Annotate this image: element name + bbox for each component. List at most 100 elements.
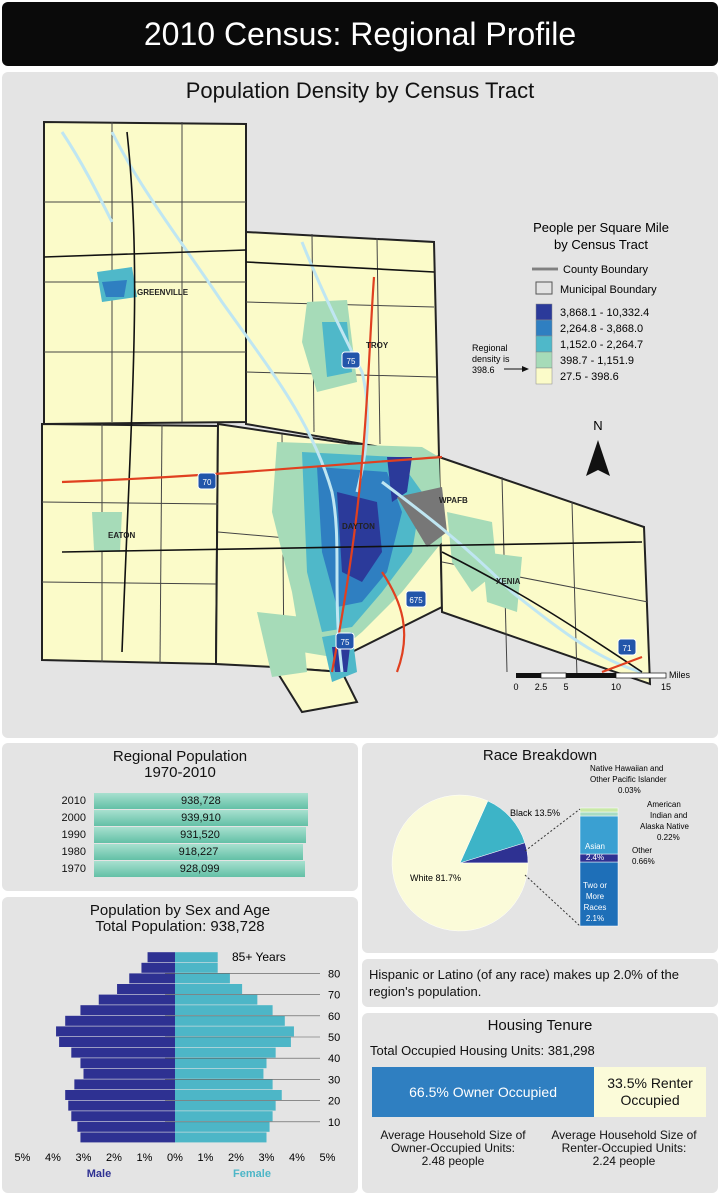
female-bar-55-59 <box>175 1015 285 1026</box>
north-arrow-icon: N <box>586 418 610 476</box>
black-label: Black 13.5% <box>510 808 560 818</box>
rivers <box>60 131 643 674</box>
male-bar-20-24 <box>65 1090 175 1100</box>
place-greenville: GREENVILLE <box>137 288 189 297</box>
svg-text:Other: Other <box>632 846 652 855</box>
svg-text:People per Square Mile: People per Square Mile <box>533 220 669 235</box>
connector-top <box>524 808 581 852</box>
race-breakdown-bar <box>579 807 619 927</box>
shield-75-north: 75 <box>341 351 361 369</box>
svg-text:Indian and: Indian and <box>650 811 687 820</box>
male-bar-10-14 <box>71 1111 175 1122</box>
regional-population-title: Regional Population <box>112 748 248 765</box>
map-panel: GREENVILLE TROY DAYTON WPAFB EATON XENIA… <box>2 72 718 738</box>
shield-75-south: 75 <box>335 632 355 650</box>
svg-text:Regional: Regional <box>472 343 508 353</box>
population-year: 2000 <box>61 812 86 824</box>
age-tick-40: 40 <box>328 1053 340 1065</box>
legend-swatch-4 <box>535 367 553 385</box>
top-age-label: 85+ Years <box>232 950 286 964</box>
owner-occupied-label: 66.5% Owner Occupied <box>409 1084 557 1100</box>
population-value: 939,910 <box>181 812 221 824</box>
legend-label-2: 1,152.0 - 2,264.7 <box>560 339 643 351</box>
legend-label-4: 27.5 - 398.6 <box>560 371 619 383</box>
x-tick: 2% <box>106 1152 122 1164</box>
svg-text:by Census Tract: by Census Tract <box>554 237 648 252</box>
male-bar-55-59 <box>65 1015 175 1026</box>
housing-panel: Housing Tenure Total Occupied Housing Un… <box>362 1013 718 1193</box>
owner-occupied-bar: 66.5% Owner Occupied <box>372 1067 595 1117</box>
age-tick-50: 50 <box>328 1032 340 1044</box>
male-bar-80-84 <box>141 962 175 973</box>
sex-age-title: Population by Sex and Age <box>89 902 271 919</box>
housing-title: Housing Tenure <box>487 1017 593 1034</box>
shield-71: 71 <box>617 638 637 656</box>
legend-swatch-0 <box>535 303 553 321</box>
legend-label-1: 2,264.8 - 3,868.0 <box>560 323 643 335</box>
population-year: 2010 <box>61 795 86 807</box>
regional-population-panel: Regional Population 1970-2010 2010 938,72… <box>2 743 358 891</box>
sex-age-panel: Population by Sex and Age Total Populati… <box>2 897 358 1193</box>
male-bar-40-44 <box>71 1047 175 1058</box>
hispanic-panel: Hispanic or Latino (of any race) makes u… <box>362 959 718 1007</box>
female-bar-5-9 <box>175 1121 270 1132</box>
race-panel: Race Breakdown White 81.7% Black 13.5% N… <box>362 743 718 953</box>
male-bar-60-64 <box>80 1005 175 1016</box>
tenure-bar: 66.5% Owner Occupied 33.5% Renter Occupi… <box>372 1067 706 1117</box>
svg-text:Two or: Two or <box>583 881 607 890</box>
svg-text:Native Hawaiian and: Native Hawaiian and <box>590 764 663 773</box>
renter-occupied-label-2: Occupied <box>620 1092 680 1108</box>
svg-text:10: 10 <box>611 682 621 692</box>
population-bar: 938,728 <box>94 793 308 809</box>
race-title: Race Breakdown <box>482 747 598 764</box>
pie-slice-black <box>459 800 526 864</box>
age-tick-20: 20 <box>328 1096 340 1108</box>
svg-text:70: 70 <box>203 478 212 487</box>
svg-text:Miles: Miles <box>669 670 691 680</box>
owner-household-size: Average Household Size of Owner-Occupied… <box>380 1128 526 1168</box>
place-wpafb: WPAFB <box>439 496 468 505</box>
svg-text:675: 675 <box>409 596 423 605</box>
interstates <box>61 276 643 674</box>
place-eaton: EATON <box>108 531 135 540</box>
greene-county <box>437 455 652 686</box>
female-label: Female <box>233 1168 271 1180</box>
x-tick: 0% <box>167 1152 183 1164</box>
svg-text:0.03%: 0.03% <box>618 786 641 795</box>
female-bar-10-14 <box>175 1111 273 1122</box>
x-tick: 2% <box>228 1152 244 1164</box>
population-year: 1980 <box>61 846 86 858</box>
svg-text:2.5: 2.5 <box>535 682 548 692</box>
population-value: 928,099 <box>179 863 220 875</box>
male-bar-65-69 <box>98 994 175 1005</box>
population-value: 938,728 <box>180 795 221 807</box>
svg-text:0: 0 <box>513 682 518 692</box>
age-tick-60: 60 <box>328 1011 340 1023</box>
male-bar-25-29 <box>74 1079 175 1090</box>
municipal-boundary-swatch <box>535 281 553 295</box>
place-dayton: DAYTON <box>342 522 375 531</box>
svg-text:0.66%: 0.66% <box>632 857 655 866</box>
population-row-1980: 1980 918,227 <box>2 844 358 861</box>
x-tick: 3% <box>259 1152 275 1164</box>
svg-text:2.1%: 2.1% <box>586 914 604 923</box>
male-bar-0-4 <box>80 1132 175 1143</box>
place-labels: GREENVILLE TROY DAYTON WPAFB EATON XENIA <box>108 288 521 586</box>
male-bar-75-79 <box>129 973 175 984</box>
map-legend: People per Square Mile by Census Tract C… <box>472 220 669 385</box>
x-tick: 5% <box>320 1152 336 1164</box>
legend-swatch-1 <box>535 319 553 337</box>
female-bar-50-54 <box>175 1026 294 1037</box>
housing-total: Total Occupied Housing Units: 381,298 <box>370 1043 595 1058</box>
svg-text:Alaska Native: Alaska Native <box>640 822 689 831</box>
svg-text:N: N <box>593 418 602 433</box>
renter-occupied-label-1: 33.5% Renter <box>607 1075 693 1091</box>
scale-bar: 0 2.5 5 10 15 Miles <box>513 670 690 692</box>
x-tick: 4% <box>289 1152 305 1164</box>
population-year: 1970 <box>61 863 86 875</box>
svg-text:American: American <box>647 800 681 809</box>
density-patches <box>92 267 522 682</box>
x-tick: 4% <box>45 1152 61 1164</box>
breakdown-american-indian-and-alaska-native <box>579 811 619 817</box>
female-bar-15-19 <box>175 1100 276 1111</box>
